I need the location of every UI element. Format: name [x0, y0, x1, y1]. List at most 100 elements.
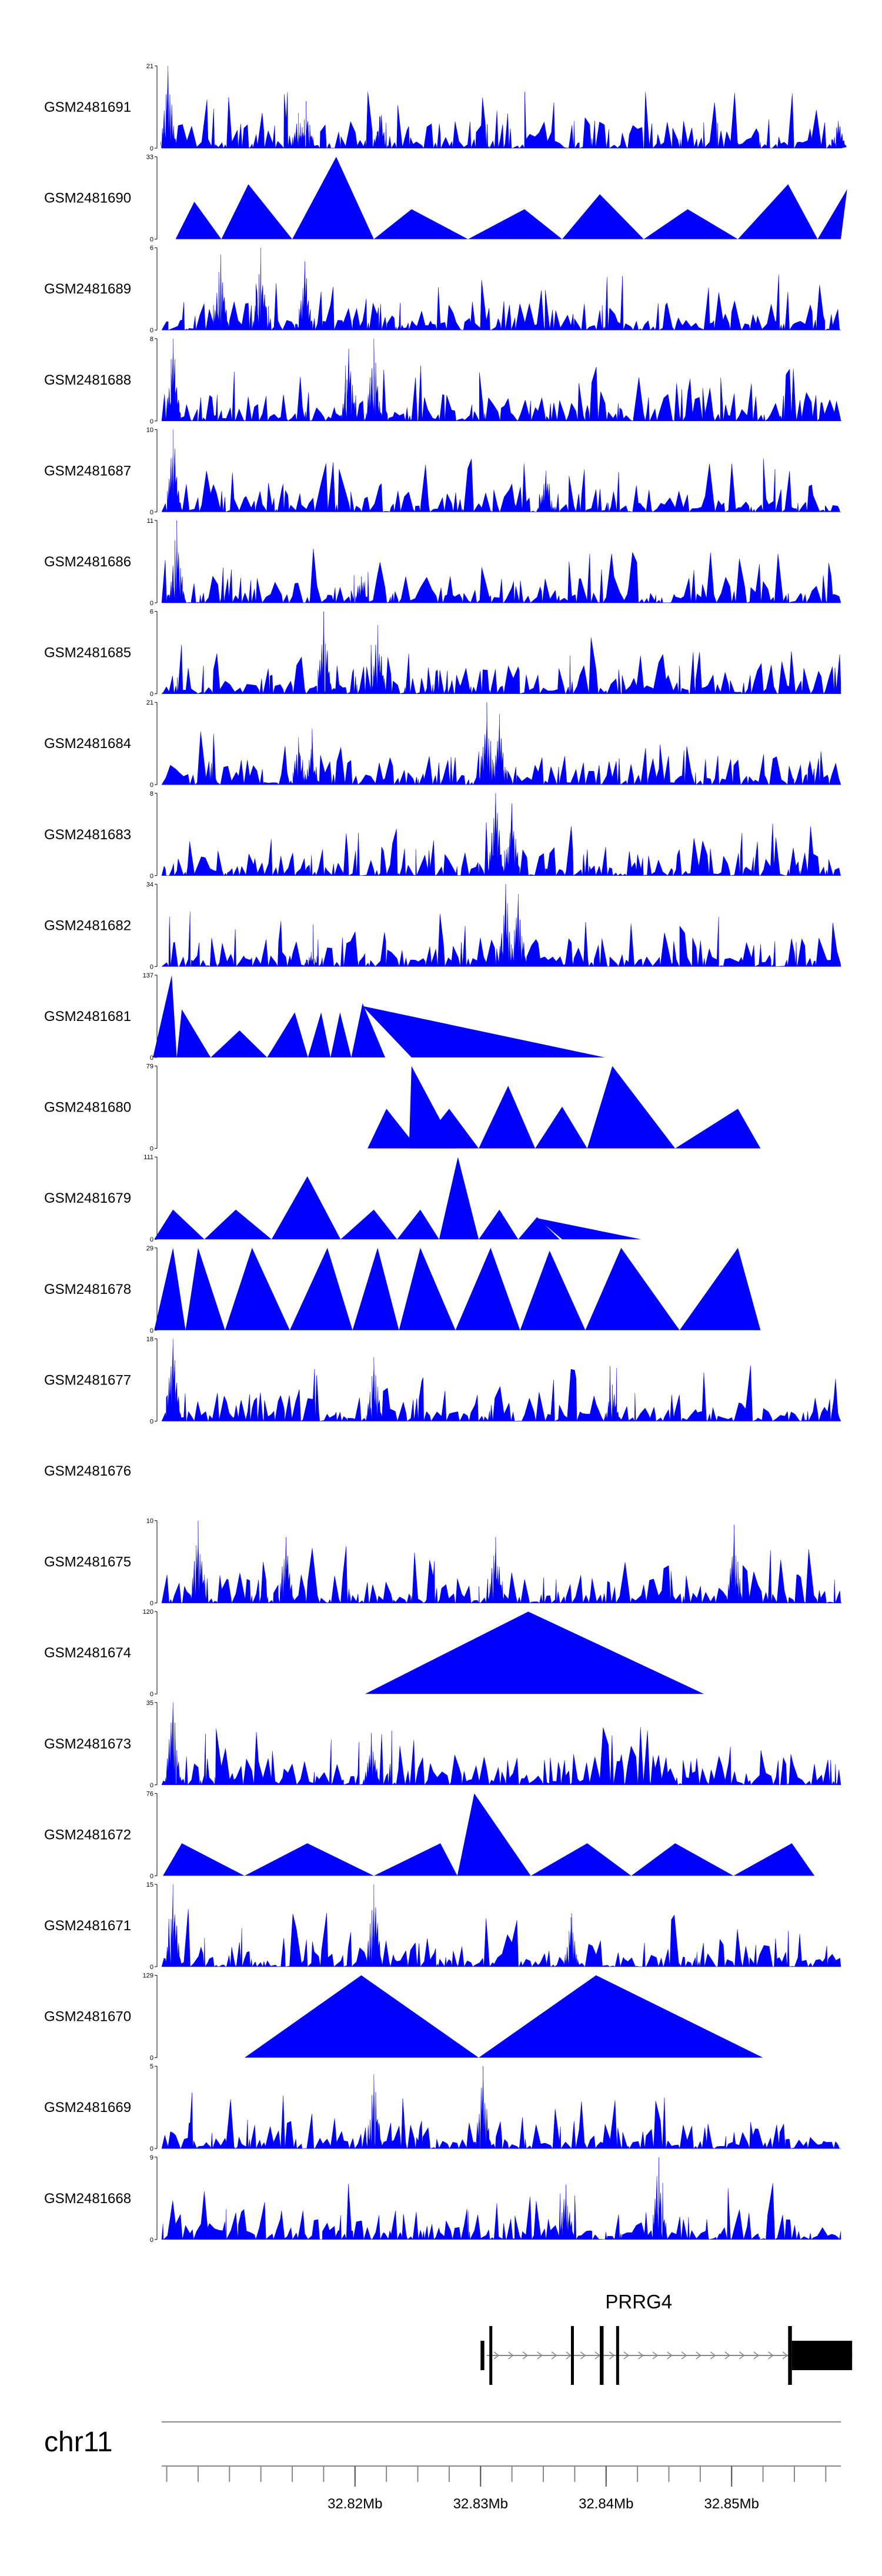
y-min-label: 0 — [150, 873, 153, 880]
track-GSM2481678: GSM2481678 29 0 — [44, 1245, 761, 1334]
gene-exon — [600, 2326, 604, 2385]
coverage-area — [161, 338, 842, 422]
track-label: GSM2481685 — [44, 645, 131, 661]
coverage-peak — [467, 209, 562, 239]
coverage-area — [161, 611, 841, 695]
track-label: GSM2481680 — [44, 1100, 131, 1116]
coverage-peak — [373, 209, 468, 239]
strand-arrow-icon — [768, 2351, 774, 2360]
coverage-peak — [530, 1843, 632, 1876]
track-label: GSM2481673 — [44, 1736, 131, 1752]
y-min-label: 0 — [150, 1964, 153, 1971]
y-max-label: 29 — [146, 1245, 153, 1252]
y-min-label: 0 — [150, 236, 153, 243]
coverage-peak — [292, 156, 374, 239]
y-max-label: 9 — [150, 2154, 153, 2161]
track-label: GSM2481670 — [44, 2009, 131, 2025]
y-min-label: 0 — [150, 782, 153, 789]
y-min-label: 0 — [150, 418, 153, 425]
y-max-label: 18 — [146, 1336, 153, 1343]
y-min-label: 0 — [150, 1236, 153, 1243]
track-label: GSM2481668 — [44, 2191, 131, 2207]
y-max-label: 5 — [150, 2063, 153, 2070]
strand-arrow-icon — [609, 2351, 615, 2360]
coverage-peak — [244, 1843, 374, 1876]
y-max-label: 35 — [146, 1700, 153, 1707]
track-GSM2481688: GSM2481688 8 0 — [44, 336, 842, 425]
track-label: GSM2481672 — [44, 1827, 131, 1843]
gene-name-label: PRRG4 — [605, 2291, 672, 2313]
track-label: GSM2481688 — [44, 372, 131, 388]
coverage-peak — [397, 1209, 439, 1240]
coverage-peak — [479, 1975, 763, 2058]
coverage-peak — [399, 1247, 456, 1330]
y-max-label: 120 — [143, 1609, 153, 1616]
track-GSM2481681: GSM2481681 137 0 — [44, 972, 605, 1062]
coverage-peak — [340, 1209, 397, 1240]
coverage-peak — [409, 1066, 456, 1149]
track-GSM2481682: GSM2481682 34 0 — [44, 881, 841, 970]
y-min-label: 0 — [150, 600, 153, 607]
y-max-label: 33 — [146, 154, 153, 161]
gene-exon — [616, 2326, 619, 2385]
track-GSM2481684: GSM2481684 21 0 — [44, 699, 841, 789]
gene-exon — [489, 2326, 493, 2385]
strand-arrow-icon — [753, 2351, 760, 2360]
coverage-peak — [308, 1012, 331, 1057]
coverage-peak — [221, 184, 292, 239]
coverage-peak — [737, 184, 818, 239]
y-min-label: 0 — [150, 1600, 153, 1607]
coverage-peak — [368, 1109, 418, 1149]
coverage-area — [161, 884, 841, 967]
strand-arrow-icon — [508, 2351, 514, 2360]
track-GSM2481671: GSM2481671 15 0 — [44, 1881, 841, 1971]
y-max-label: 11 — [147, 518, 153, 525]
track-GSM2481683: GSM2481683 8 0 — [44, 790, 841, 880]
axis-tick-label: 32.82Mb — [328, 2496, 382, 2512]
coverage-peak — [535, 1106, 587, 1149]
track-GSM2481669: GSM2481669 5 0 — [44, 2063, 841, 2153]
track-label: GSM2481674 — [44, 1645, 131, 1661]
coverage-area — [161, 1339, 841, 1422]
track-label: GSM2481675 — [44, 1554, 131, 1570]
y-min-label: 0 — [150, 2145, 153, 2153]
track-label: GSM2481686 — [44, 554, 131, 570]
coverage-tail — [362, 1006, 605, 1057]
strand-arrow-icon — [782, 2351, 789, 2360]
y-min-label: 0 — [150, 963, 153, 970]
coverage-peak — [365, 1611, 704, 1694]
coverage-area — [161, 793, 841, 876]
track-GSM2481680: GSM2481680 79 0 — [44, 1063, 761, 1153]
track-label: GSM2481676 — [44, 1463, 131, 1479]
coverage-peak — [439, 1157, 479, 1240]
track-label: GSM2481681 — [44, 1009, 131, 1025]
coverage-peak — [330, 1012, 352, 1057]
y-max-label: 76 — [146, 1790, 153, 1797]
track-label: GSM2481689 — [44, 281, 131, 297]
track-GSM2481668: GSM2481668 9 0 — [44, 2154, 841, 2244]
track-label: GSM2481691 — [44, 99, 131, 115]
coverage-area — [161, 1884, 841, 1967]
track-label: GSM2481690 — [44, 191, 131, 206]
y-min-label: 0 — [150, 509, 153, 516]
strand-arrow-icon — [493, 2351, 500, 2360]
track-GSM2481685: GSM2481685 6 0 — [44, 609, 841, 698]
y-max-label: 111 — [143, 1154, 153, 1161]
coverage-peak — [163, 1843, 245, 1876]
y-max-label: 8 — [150, 790, 153, 798]
track-GSM2481687: GSM2481687 10 0 — [44, 426, 841, 516]
coverage-peak — [351, 1003, 385, 1057]
y-max-label: 6 — [150, 609, 153, 616]
y-min-label: 0 — [150, 1873, 153, 1880]
chromosome-label: chr11 — [44, 2427, 113, 2458]
y-max-label: 34 — [146, 881, 153, 888]
track-GSM2481690: GSM2481690 33 0 — [44, 154, 847, 243]
gene-exon — [788, 2326, 792, 2385]
y-min-label: 0 — [150, 1327, 153, 1334]
strand-arrow-icon — [739, 2351, 745, 2360]
coverage-peak — [817, 189, 847, 239]
strand-arrow-icon — [710, 2351, 716, 2360]
coverage-peak — [518, 1217, 560, 1240]
coverage-peak — [244, 1975, 479, 2058]
